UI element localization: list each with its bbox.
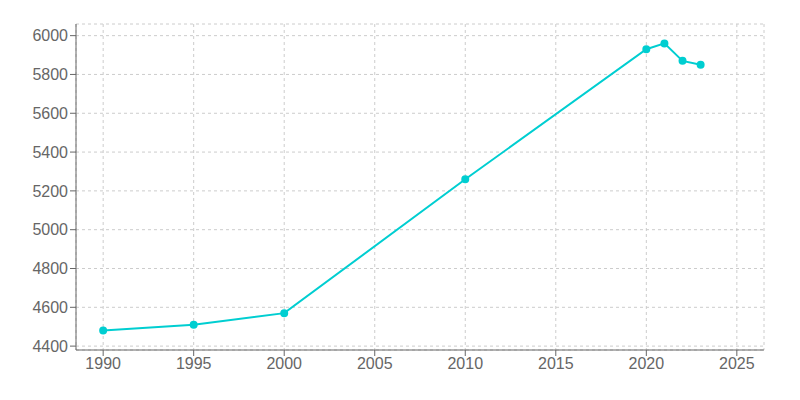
svg-text:2015: 2015 [538, 355, 574, 372]
svg-text:2020: 2020 [629, 355, 665, 372]
svg-text:6000: 6000 [32, 27, 68, 44]
svg-text:4800: 4800 [32, 260, 68, 277]
svg-text:2010: 2010 [447, 355, 483, 372]
svg-text:4400: 4400 [32, 338, 68, 355]
svg-text:1995: 1995 [176, 355, 212, 372]
svg-text:2005: 2005 [357, 355, 393, 372]
svg-text:5000: 5000 [32, 221, 68, 238]
svg-text:5200: 5200 [32, 183, 68, 200]
svg-text:5400: 5400 [32, 144, 68, 161]
svg-text:5600: 5600 [32, 105, 68, 122]
svg-text:1990: 1990 [85, 355, 121, 372]
svg-text:4600: 4600 [32, 299, 68, 316]
svg-text:2000: 2000 [266, 355, 302, 372]
svg-text:5800: 5800 [32, 66, 68, 83]
svg-text:2025: 2025 [719, 355, 755, 372]
